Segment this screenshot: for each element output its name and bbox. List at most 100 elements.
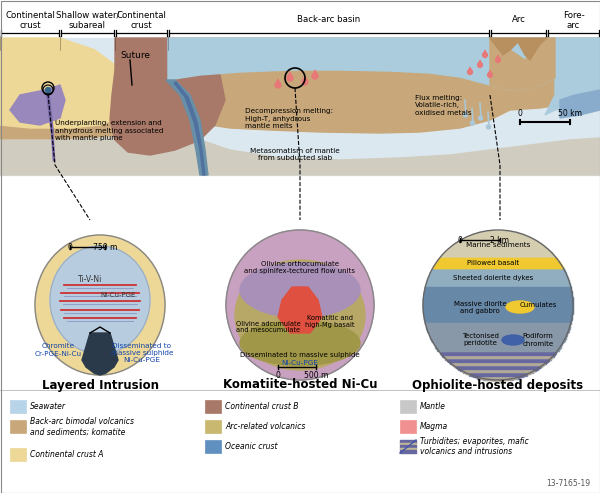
Polygon shape — [478, 63, 482, 68]
Polygon shape — [0, 130, 600, 175]
Polygon shape — [302, 79, 308, 85]
Text: Cumulates: Cumulates — [520, 302, 557, 308]
Text: Mantle: Mantle — [420, 402, 446, 411]
Polygon shape — [490, 38, 555, 90]
Polygon shape — [488, 70, 491, 74]
Polygon shape — [168, 38, 555, 90]
Polygon shape — [174, 82, 205, 175]
Text: Ni-Cu-PGE: Ni-Cu-PGE — [281, 360, 319, 366]
Polygon shape — [312, 73, 318, 79]
Polygon shape — [82, 333, 118, 375]
Polygon shape — [496, 58, 500, 63]
Text: Continental crust B: Continental crust B — [225, 402, 299, 411]
Text: Disseminated to massive sulphide: Disseminated to massive sulphide — [240, 352, 360, 358]
Polygon shape — [488, 72, 493, 77]
Text: 0: 0 — [68, 243, 73, 252]
Text: 0: 0 — [275, 371, 280, 380]
Text: Turbidites; evaporites, mafic
volcanics and intrusions: Turbidites; evaporites, mafic volcanics … — [420, 437, 529, 456]
Text: Magma: Magma — [420, 422, 448, 431]
Bar — [205, 400, 221, 413]
Polygon shape — [278, 287, 322, 333]
Polygon shape — [303, 76, 307, 81]
Polygon shape — [482, 53, 487, 57]
Text: Back-arc bimodal volcanics
and sediments; komatite: Back-arc bimodal volcanics and sediments… — [30, 417, 134, 436]
Bar — [400, 440, 416, 453]
Circle shape — [464, 113, 467, 117]
Ellipse shape — [226, 230, 374, 380]
Text: Fore-: Fore- — [563, 10, 584, 20]
Text: 750 m: 750 m — [93, 243, 117, 252]
Polygon shape — [0, 115, 130, 158]
Text: crust: crust — [131, 21, 152, 30]
Text: Flux melting:
Volatile-rich,
oxidised metals: Flux melting: Volatile-rich, oxidised me… — [415, 95, 472, 116]
Text: Tectonised
peridotite: Tectonised peridotite — [461, 333, 499, 347]
Text: Chromite
Cr-PGE-Ni-Cu: Chromite Cr-PGE-Ni-Cu — [34, 344, 82, 356]
Text: Olivine orthocumulate
and spinifex-tectured flow units: Olivine orthocumulate and spinifex-tectu… — [245, 260, 355, 274]
Ellipse shape — [235, 260, 365, 370]
Text: 13-7165-19: 13-7165-19 — [546, 479, 590, 488]
Text: Arc: Arc — [512, 15, 526, 25]
Ellipse shape — [240, 320, 360, 365]
Text: Continental: Continental — [5, 10, 55, 20]
Text: arc: arc — [567, 21, 580, 30]
Text: Sheeted dolerite dykes: Sheeted dolerite dykes — [453, 275, 533, 281]
Polygon shape — [560, 90, 600, 118]
Polygon shape — [484, 50, 487, 54]
Ellipse shape — [50, 246, 150, 354]
Polygon shape — [469, 67, 472, 71]
Text: 0: 0 — [518, 109, 523, 118]
Polygon shape — [545, 38, 600, 115]
Text: Oceanic crust: Oceanic crust — [225, 442, 277, 451]
Text: 0: 0 — [458, 236, 463, 245]
Bar — [400, 448, 416, 451]
Text: Arc-related volcanics: Arc-related volcanics — [225, 422, 305, 431]
Ellipse shape — [240, 262, 360, 317]
Text: Marine sediments: Marine sediments — [466, 242, 530, 248]
Circle shape — [470, 121, 475, 125]
Polygon shape — [496, 55, 500, 59]
Text: Back-arc basin: Back-arc basin — [298, 15, 361, 25]
Bar — [10, 420, 26, 433]
Text: Seawater: Seawater — [30, 402, 66, 411]
Text: Disseminated to
massive sulphide
Ni-Cu-PGE: Disseminated to massive sulphide Ni-Cu-P… — [111, 343, 173, 363]
Text: Continental: Continental — [116, 10, 166, 20]
Text: Komatiite-hosted Ni-Cu: Komatiite-hosted Ni-Cu — [223, 379, 377, 391]
Bar — [400, 451, 416, 453]
Text: 500 m: 500 m — [304, 371, 328, 380]
Text: 50 km: 50 km — [558, 109, 582, 118]
Text: Decompression melting:
High-T, anhydrous
mantle melts: Decompression melting: High-T, anhydrous… — [245, 108, 333, 129]
Text: Pillowed basalt: Pillowed basalt — [467, 260, 519, 266]
Polygon shape — [288, 72, 292, 77]
Ellipse shape — [423, 230, 573, 380]
Bar — [400, 443, 416, 445]
Bar — [400, 445, 416, 448]
Bar — [400, 440, 416, 443]
Polygon shape — [275, 82, 281, 88]
Ellipse shape — [502, 335, 524, 345]
Bar — [205, 440, 221, 453]
Text: Podiform
chromite: Podiform chromite — [523, 333, 554, 347]
Text: Olivine adcumulate
and mesocumulate: Olivine adcumulate and mesocumulate — [236, 320, 301, 333]
Text: Ophiolite-hosted deposits: Ophiolite-hosted deposits — [412, 379, 584, 391]
Bar — [10, 400, 26, 413]
Text: Continental crust A: Continental crust A — [30, 450, 104, 459]
Text: Suture: Suture — [120, 50, 150, 60]
Text: Underplanting, extension and
anhydrous melting associated
with mantle plume: Underplanting, extension and anhydrous m… — [55, 120, 163, 141]
Text: crust: crust — [19, 21, 41, 30]
Circle shape — [46, 87, 50, 93]
Bar — [205, 420, 221, 433]
Polygon shape — [115, 38, 600, 155]
Ellipse shape — [35, 235, 165, 375]
Text: Ti-V-Ni: Ti-V-Ni — [78, 276, 102, 284]
Polygon shape — [166, 80, 208, 175]
Polygon shape — [10, 85, 65, 125]
Bar — [400, 420, 416, 433]
Polygon shape — [110, 38, 225, 155]
Polygon shape — [478, 60, 482, 64]
Text: Layered Intrusion: Layered Intrusion — [41, 379, 158, 391]
Polygon shape — [490, 38, 547, 60]
Circle shape — [479, 116, 482, 120]
Ellipse shape — [506, 301, 534, 313]
Text: Metasomatism of mantle
from subducted slab: Metasomatism of mantle from subducted sl… — [250, 148, 340, 162]
Circle shape — [487, 125, 491, 129]
